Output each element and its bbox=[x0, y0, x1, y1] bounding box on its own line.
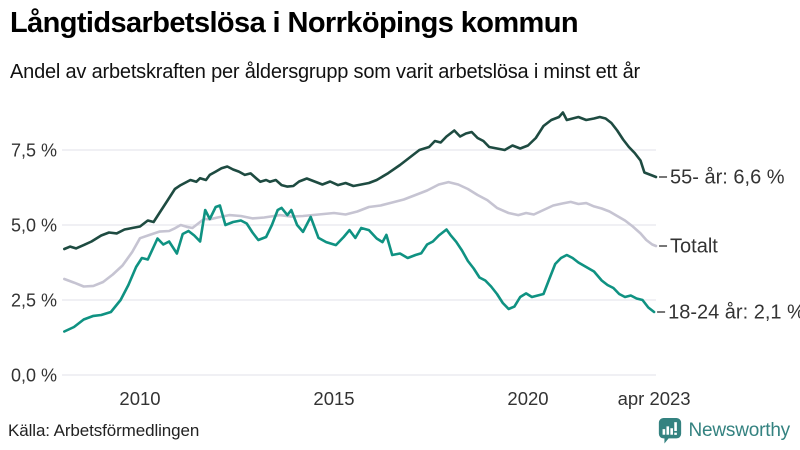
x-axis-tick-label: 2020 bbox=[507, 388, 548, 409]
y-axis-tick-label: 0,0 % bbox=[11, 366, 57, 386]
series-end-label: 18-24 år: 2,1 % bbox=[668, 302, 800, 324]
series-line-totalt bbox=[63, 180, 658, 288]
source-note: Källa: Arbetsförmedlingen bbox=[8, 421, 200, 440]
y-axis-tick-label: 5,0 % bbox=[11, 216, 57, 236]
newsworthy-bar-chart-bubble-icon bbox=[658, 418, 681, 444]
series-end-label: 55- år: 6,6 % bbox=[670, 167, 785, 189]
newsworthy-logo: Newsworthy bbox=[657, 417, 790, 445]
x-axis-tick-label: 2010 bbox=[119, 388, 160, 409]
chart-subtitle: Andel av arbetskraften per åldersgrupp s… bbox=[10, 61, 640, 83]
x-axis-tick-label: apr 2023 bbox=[618, 388, 691, 409]
series-line-55-r bbox=[63, 111, 658, 251]
series-end-label: Totalt bbox=[670, 236, 718, 258]
chart-title: Långtidsarbetslösa i Norrköpings kommun bbox=[10, 7, 579, 39]
series-line-18-24-r bbox=[63, 204, 656, 333]
y-axis-tick-label: 7,5 % bbox=[11, 141, 57, 161]
y-axis-tick-label: 2,5 % bbox=[11, 291, 57, 311]
x-axis-tick-label: 2015 bbox=[313, 388, 354, 409]
brand-name: Newsworthy bbox=[688, 420, 791, 441]
